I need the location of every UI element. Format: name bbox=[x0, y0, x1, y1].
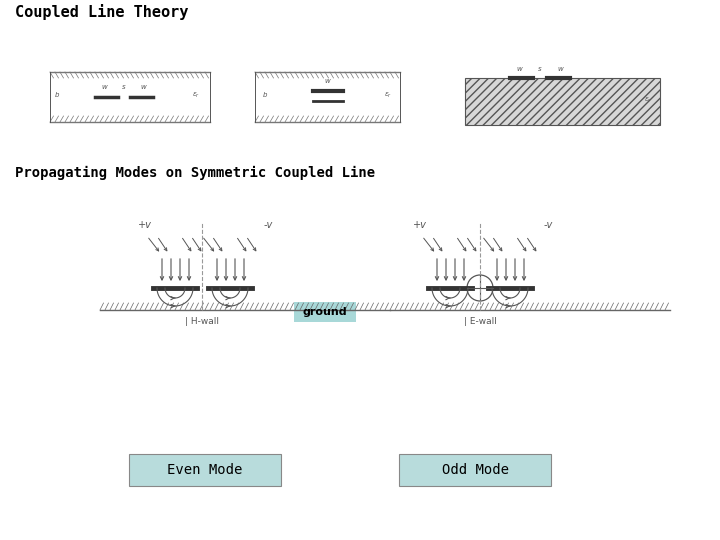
Text: w: w bbox=[325, 78, 330, 84]
Polygon shape bbox=[465, 78, 660, 125]
Text: Propagating Modes on Symmetric Coupled Line: Propagating Modes on Symmetric Coupled L… bbox=[15, 166, 375, 180]
Text: ground: ground bbox=[302, 307, 347, 317]
Text: | H-wall: | H-wall bbox=[185, 317, 219, 326]
Text: $\varepsilon_r$: $\varepsilon_r$ bbox=[384, 91, 392, 100]
Text: +v: +v bbox=[138, 220, 152, 230]
Text: w: w bbox=[557, 66, 563, 72]
Text: | E-wall: | E-wall bbox=[464, 317, 496, 326]
Text: s: s bbox=[122, 84, 126, 90]
Text: +v: +v bbox=[413, 220, 427, 230]
FancyBboxPatch shape bbox=[129, 454, 281, 486]
FancyBboxPatch shape bbox=[399, 454, 551, 486]
Text: w: w bbox=[140, 84, 146, 90]
Text: Coupled Line Theory: Coupled Line Theory bbox=[15, 4, 189, 20]
Text: -v: -v bbox=[264, 220, 273, 230]
Text: -v: -v bbox=[544, 220, 553, 230]
Text: $\varepsilon_r$: $\varepsilon_r$ bbox=[192, 91, 200, 100]
Text: w: w bbox=[516, 66, 522, 72]
FancyBboxPatch shape bbox=[294, 302, 356, 322]
Text: w: w bbox=[101, 84, 107, 90]
Text: Even Mode: Even Mode bbox=[167, 463, 243, 477]
Text: Odd Mode: Odd Mode bbox=[441, 463, 508, 477]
Text: s: s bbox=[538, 66, 542, 72]
Text: b: b bbox=[263, 92, 267, 98]
Text: $\varepsilon_r$: $\varepsilon_r$ bbox=[644, 96, 652, 105]
Text: b: b bbox=[55, 92, 59, 98]
